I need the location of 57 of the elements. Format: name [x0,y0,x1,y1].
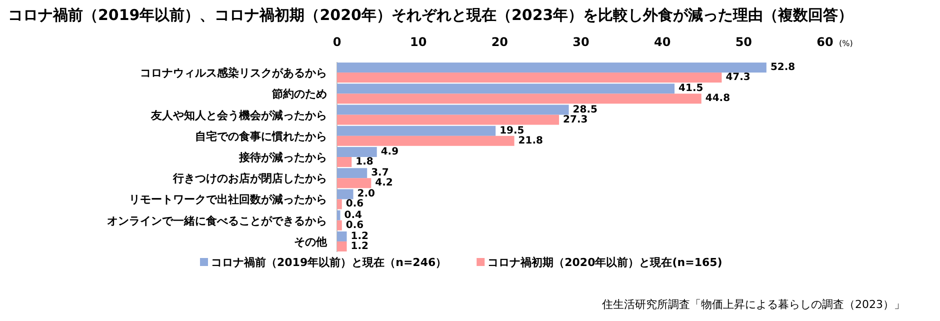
data-label: 3.7 [371,168,389,179]
data-label: 1.2 [350,240,369,252]
bar [337,199,342,210]
x-tick-label: 50 [735,35,752,49]
y-tick-label: 行きつけのお店が閉店したから [172,172,327,186]
x-tick-label: 0 [332,35,342,49]
data-label: 47.3 [726,72,750,84]
x-tick-label: 20 [491,35,508,49]
x-axis-title: (%) [839,39,853,48]
chart-title: コロナ禍前（2019年以前）、コロナ禍初期（2020年）それぞれと現在（2023年）を比較し外食が減った理由（複数回答） [8,6,854,24]
data-label: 52.8 [770,62,796,74]
data-label: 0.6 [346,220,364,231]
data-label: 27.3 [563,114,588,126]
bar [337,136,514,146]
x-tick-label: 60 [816,35,834,49]
bar [337,94,702,104]
bar [337,189,354,200]
x-tick-label: 10 [410,35,427,49]
data-label: 19.5 [500,125,524,136]
bar [337,157,352,167]
bar [337,84,675,94]
bar [337,147,377,157]
data-label: 1.8 [356,156,374,168]
bar [337,241,347,252]
y-tick-label: オンラインで一緒に食べることができるから [107,214,327,228]
legend-label: コロナ禍前（2019年以前）と現在（n=246） [211,256,447,269]
data-label: 0.4 [344,210,362,221]
data-label: 41.5 [678,83,704,94]
data-label: 4.9 [380,146,399,158]
data-label: 28.5 [572,104,598,116]
bar [337,114,560,125]
bar [337,168,368,178]
data-label: 0.6 [346,198,364,210]
bar [337,178,372,188]
data-label: 1.2 [350,230,369,242]
y-tick-label: リモートワークで出社回数が減ったから [129,193,327,206]
bar [337,231,347,242]
bar [337,126,496,136]
y-tick-label: その他 [294,235,328,248]
bar [337,210,340,220]
y-tick-label: 接待が減ったから [238,151,327,164]
legend-label: コロナ禍初期（2020年以前）と現在(n=165) [488,256,722,269]
x-tick-label: 40 [654,35,671,49]
data-label: 21.8 [518,135,544,146]
y-tick-label: 自宅での食事に慣れたから [195,130,327,143]
x-tick-label: 30 [572,35,590,49]
text: 住生活研究所調査「物価上昇による暮らしの調査（2023）」 [602,298,905,311]
y-tick-label: 友人や知人と会う機会が減ったから [150,108,327,122]
bar [337,72,722,83]
bar [337,104,569,115]
data-label: 44.8 [705,93,730,104]
bar [337,62,766,73]
data-label: 2.0 [357,188,376,200]
y-tick-label: 節約のため [271,88,327,101]
y-tick-label: コロナウィルス感染リスクがあるから [140,66,327,80]
bar [337,220,342,230]
data-label: 4.2 [375,178,393,189]
